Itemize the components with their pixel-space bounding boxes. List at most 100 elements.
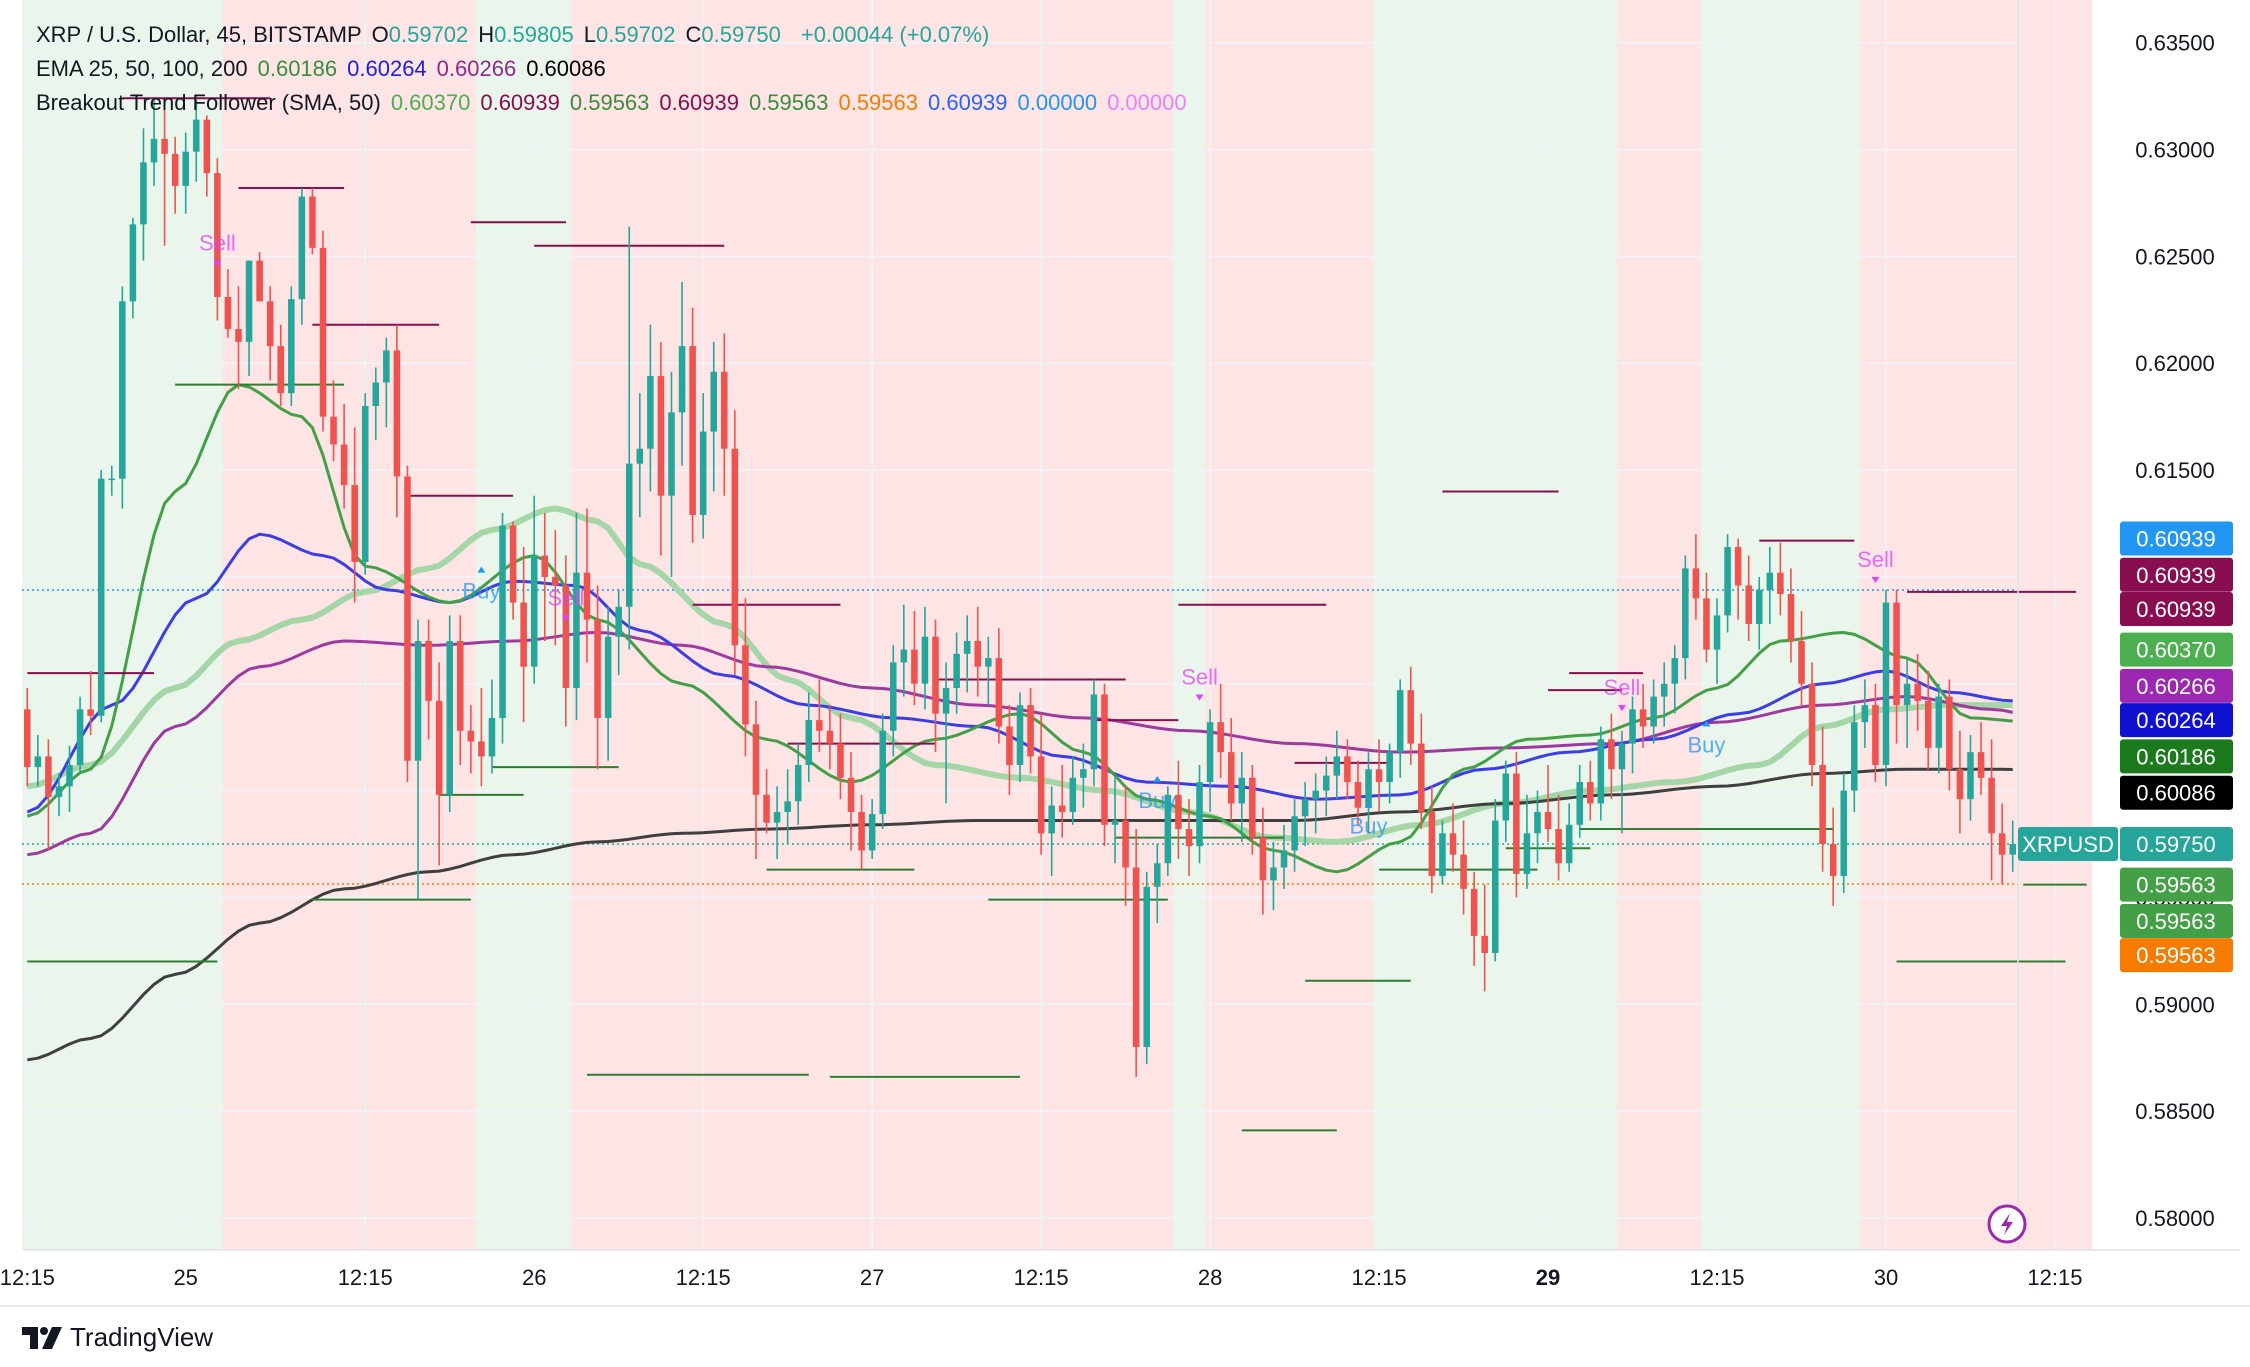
candle-body <box>1851 722 1858 791</box>
candle-body <box>1502 773 1510 821</box>
btf-value: 0.60939 <box>928 90 1008 115</box>
candle-body <box>1935 696 1943 748</box>
price-badge-bg <box>2120 668 2233 703</box>
candle-body <box>520 602 527 667</box>
candle-body <box>1766 572 1774 590</box>
candle-body <box>372 382 380 406</box>
price-badge-bg <box>2120 867 2233 902</box>
trend-zone-pos <box>22 0 223 1250</box>
candle-body <box>319 247 327 417</box>
candle-body <box>119 301 126 479</box>
buy-signal-label: Buy <box>1350 814 1388 839</box>
time-tick-label: 26 <box>522 1265 546 1290</box>
candle-body <box>55 786 63 798</box>
price-badge-bg <box>2120 903 2233 938</box>
candle-body <box>1956 769 1964 800</box>
candle-body <box>1597 739 1605 804</box>
candle-body <box>721 371 728 449</box>
candle-body <box>1998 833 2006 855</box>
candle-body <box>361 405 369 562</box>
candle-body <box>1555 829 1562 864</box>
candle-body <box>266 301 274 347</box>
price-badge-bg <box>2120 521 2233 556</box>
breakout-levels <box>27 97 2087 1132</box>
btf-value: 0.59563 <box>748 90 829 115</box>
candle-body <box>1080 769 1087 778</box>
candle-body <box>393 350 401 477</box>
candle-body <box>298 196 306 300</box>
candle-body <box>1312 790 1319 800</box>
candle-body <box>868 814 876 851</box>
ema-legend-row[interactable]: EMA 25, 50, 100, 200 0.60186 0.60264 0.6026… <box>36 52 1207 86</box>
candle-body <box>1534 811 1541 834</box>
candle-body <box>921 636 929 684</box>
candle-body <box>435 700 443 795</box>
btf-value: 0.00000 <box>1017 90 1098 115</box>
candle-body <box>1238 777 1246 804</box>
candle-body <box>1893 602 1900 706</box>
candle-body <box>552 576 559 586</box>
candle-body <box>1069 777 1077 812</box>
candle-body <box>1734 547 1742 586</box>
tradingview-logo[interactable]: TradingView <box>22 1322 213 1353</box>
candle-body <box>731 448 739 646</box>
sell-arrow <box>1617 705 1626 712</box>
candle-body <box>1692 568 1700 599</box>
candle-body <box>87 709 94 716</box>
candle-body <box>953 653 960 689</box>
candle-body <box>467 730 475 742</box>
candle-body <box>509 525 517 603</box>
price-badge-label: 0.60266 <box>2136 674 2216 699</box>
candle-body <box>108 478 116 481</box>
candle-body <box>1344 756 1351 783</box>
candle-body <box>1090 694 1098 770</box>
candle-body <box>985 658 992 667</box>
candle-body <box>1143 886 1151 1048</box>
candle-body <box>773 811 781 823</box>
candle-body <box>1227 752 1235 804</box>
candle-body <box>1946 696 1953 770</box>
candle-body <box>1354 782 1362 808</box>
candle-body <box>330 416 337 445</box>
candle-body <box>1449 833 1457 855</box>
candle-body <box>129 224 137 302</box>
candle-body <box>763 794 770 823</box>
btf-legend-row[interactable]: Breakout Trend Follower (SMA, 50) 0.60370… <box>36 86 1207 120</box>
candle-body <box>1882 602 1890 765</box>
time-tick-label: 12:15 <box>0 1265 55 1290</box>
candle-body <box>889 662 897 731</box>
candle-body <box>1872 705 1879 765</box>
candle-body <box>256 260 263 302</box>
btf-value: 0.60939 <box>659 90 739 115</box>
candle-body <box>1608 739 1615 770</box>
price-badge-label: 0.60264 <box>2136 708 2216 733</box>
sell-signal-label: Sell <box>1604 675 1641 700</box>
buy-arrow <box>1364 801 1373 808</box>
candle-body <box>1481 935 1488 953</box>
candle-body <box>1829 844 1837 877</box>
candle-body <box>1058 805 1066 812</box>
candle-body <box>150 138 158 163</box>
candle-body <box>34 756 42 768</box>
symbol-legend-row[interactable]: XRP / U.S. Dollar, 45, BITSTAMP O0.59702 H… <box>36 18 1207 52</box>
candle-body <box>1703 598 1710 650</box>
candle-body <box>1428 811 1436 877</box>
candle-body <box>1333 756 1341 776</box>
candle-body <box>1460 854 1467 889</box>
lightning-icon[interactable] <box>1987 1204 2027 1244</box>
candle-body <box>710 371 718 432</box>
candle-body <box>1808 683 1816 765</box>
price-tick-label: 0.61500 <box>2135 458 2215 483</box>
candle-body <box>689 346 696 515</box>
candle-body <box>837 743 844 778</box>
sell-arrow <box>561 615 570 622</box>
candle-body <box>1048 805 1055 834</box>
candle-body <box>478 741 485 757</box>
buy-arrow <box>477 566 486 573</box>
ema-values: 0.60186 0.60264 0.60266 0.60086 <box>258 56 616 81</box>
time-axis[interactable]: 12:15 25 12:15 26 12:15 27 12:15 28 12:15 29 12:15… <box>0 1249 2250 1307</box>
candle-body <box>1629 709 1636 744</box>
candle-body <box>594 619 601 718</box>
candle-body <box>1206 722 1214 783</box>
